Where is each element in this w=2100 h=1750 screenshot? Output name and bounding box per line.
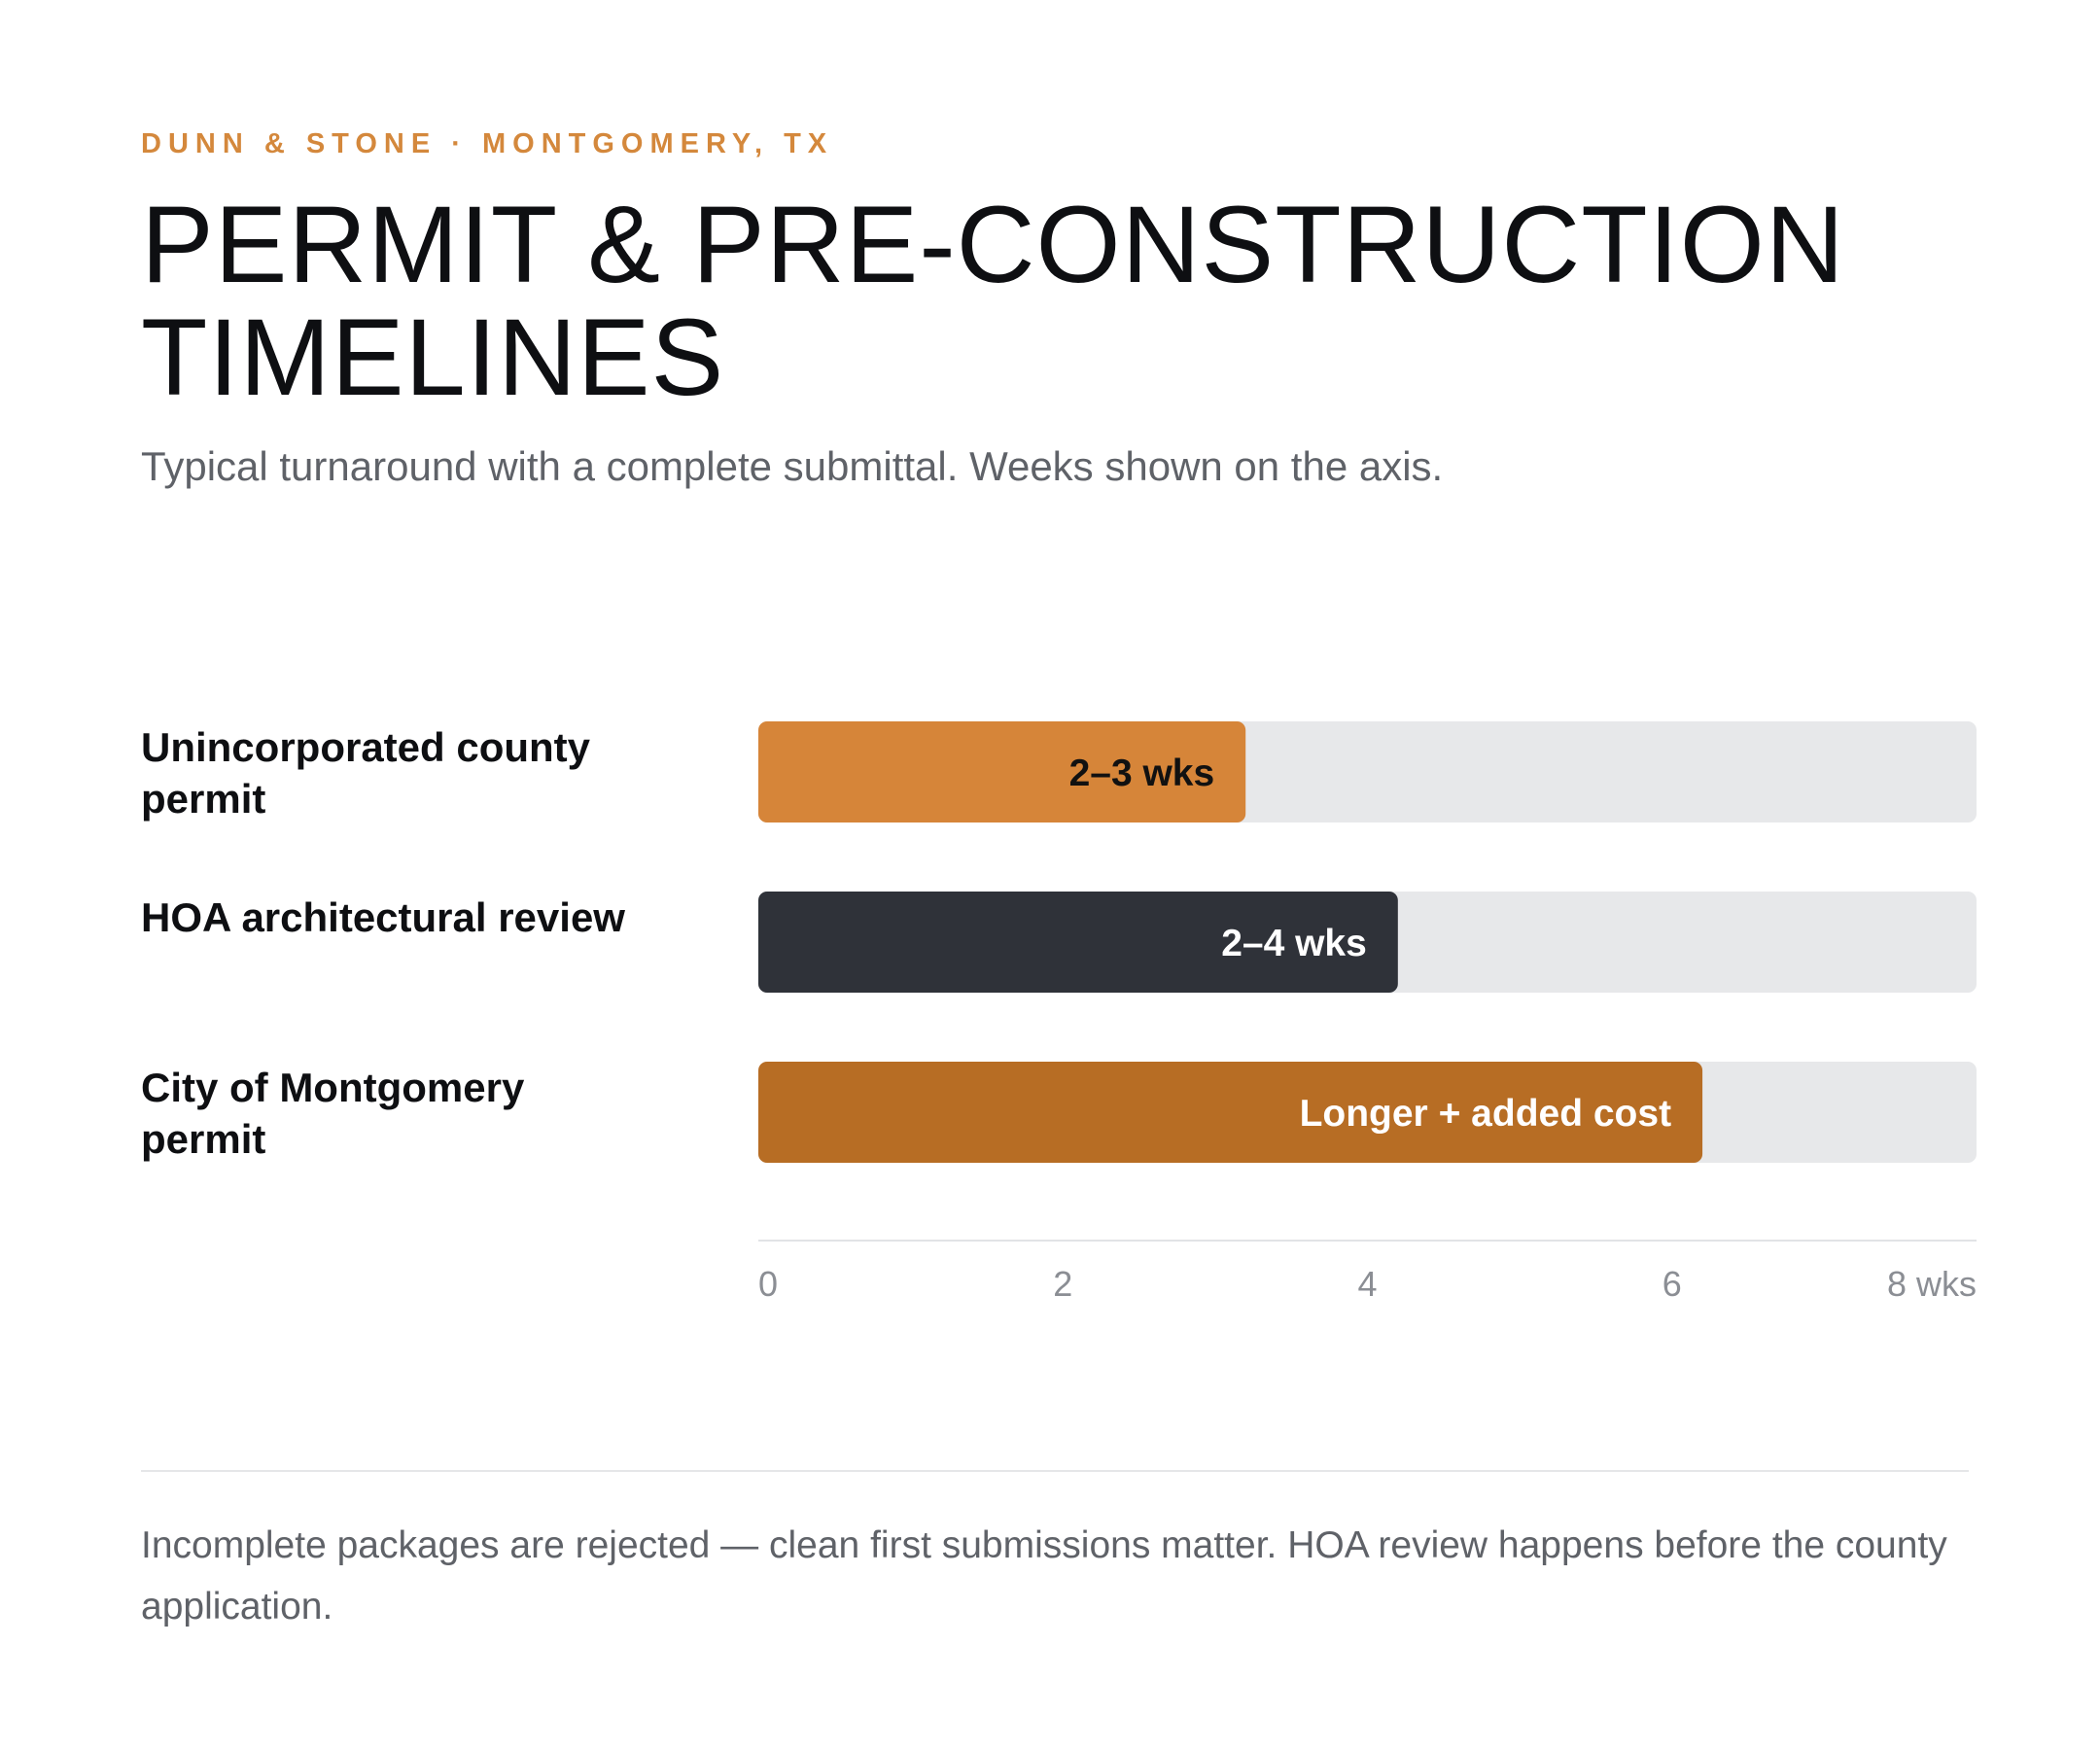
page-title: PERMIT & PRE-CONSTRUCTION TIMELINES xyxy=(141,189,1988,414)
bar-2 xyxy=(758,1062,1703,1163)
x-tick-label-3: 6 xyxy=(1662,1264,1682,1304)
x-tick-label-0: 0 xyxy=(758,1264,778,1304)
bar-1 xyxy=(758,892,1398,993)
footer-divider xyxy=(141,1470,1969,1472)
eyebrow-label: DUNN & STONE · MONTGOMERY, TX xyxy=(141,128,834,159)
x-tick-label-1: 2 xyxy=(1053,1264,1072,1304)
footnote: Incomplete packages are rejected — clean… xyxy=(141,1524,1947,1628)
category-label-0: Unincorporated county permit xyxy=(141,724,591,822)
bar-label-1: 2–4 wks xyxy=(1221,923,1367,964)
x-tick-label-4: 8 wks xyxy=(1887,1264,1977,1304)
bar-0 xyxy=(758,721,1246,822)
x-tick-label-2: 4 xyxy=(1357,1264,1377,1304)
bar-label-0: 2–3 wks xyxy=(1069,752,1215,794)
category-label-1: HOA architectural review xyxy=(141,894,625,940)
category-label-2: City of Montgomery permit xyxy=(141,1065,525,1162)
bar-label-2: Longer + added cost xyxy=(1300,1093,1671,1135)
title-line-1: PERMIT & PRE-CONSTRUCTION xyxy=(141,184,1845,305)
title-line-2: TIMELINES xyxy=(141,297,725,418)
page-subtitle: Typical turnaround with a complete submi… xyxy=(141,443,1444,489)
